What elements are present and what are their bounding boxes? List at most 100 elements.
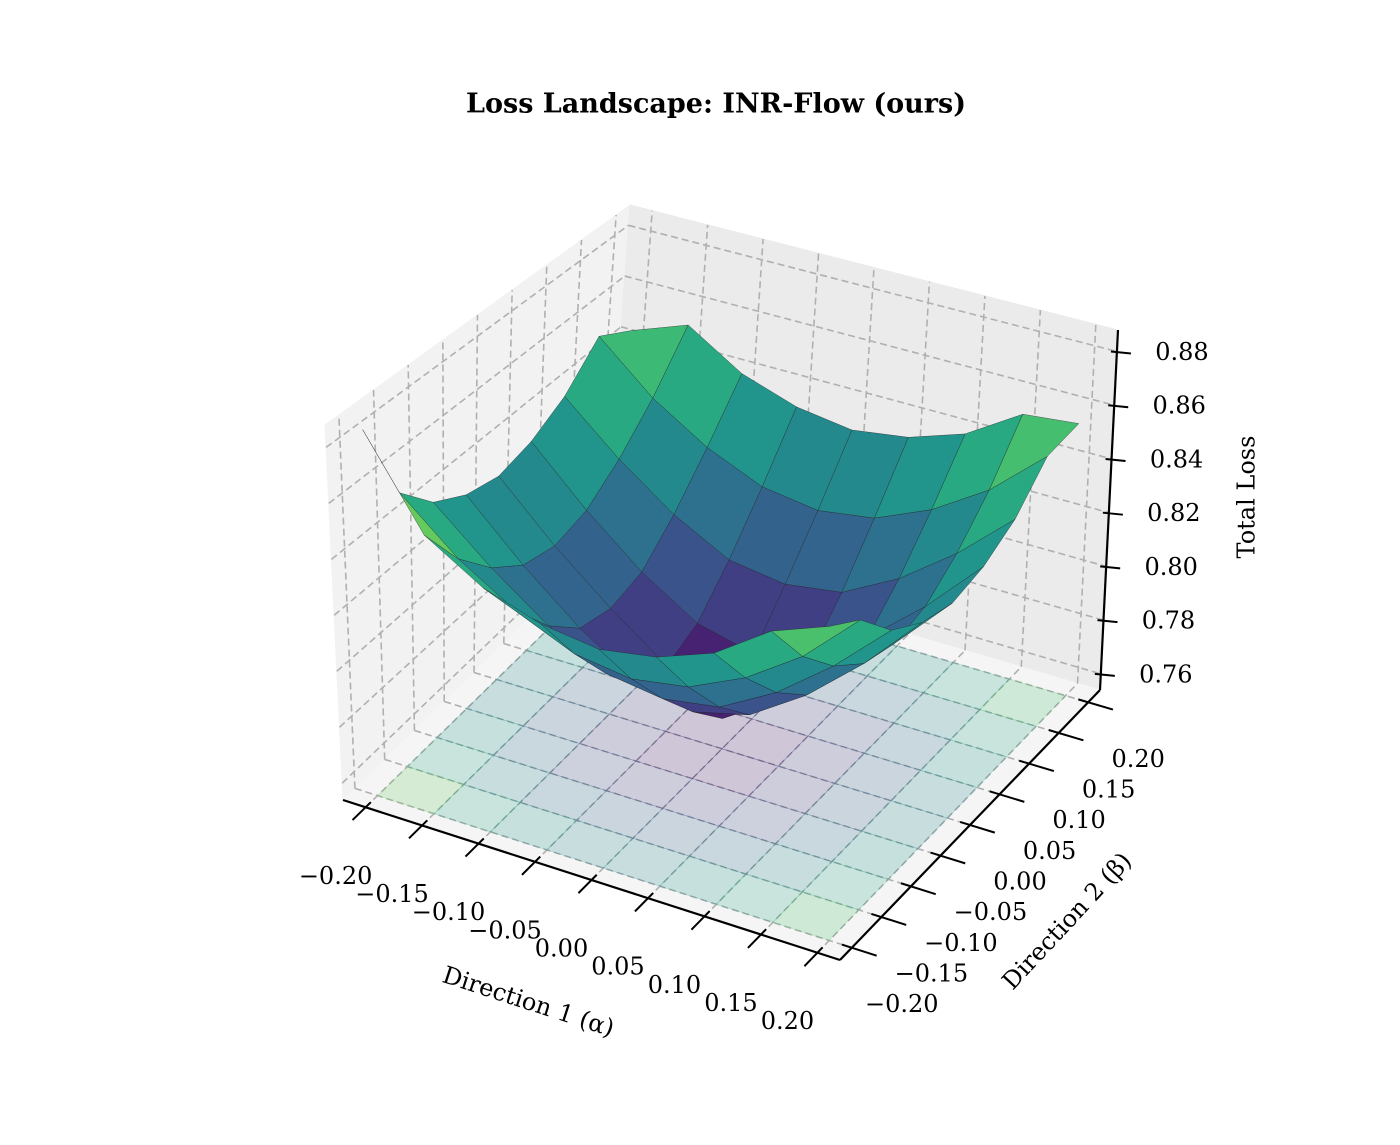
floor-contour-cell [489,802,578,851]
x-tick-label: 0.00 [535,935,588,963]
grid-line [534,600,797,863]
grid-line [341,529,607,784]
floor-contour-cell [406,737,494,785]
grid-line [384,758,882,918]
floor-contour-cell [860,800,949,850]
floor-contour-cell [890,769,978,819]
floor-contour-cell [635,731,723,779]
z-tick [1108,404,1129,409]
z-tick [1102,511,1123,516]
x-tick [634,892,654,913]
floor-contour-cell [837,675,925,724]
floor-contour-cell [546,819,634,869]
floor-contour-cell [774,813,863,862]
z-tick-label: 0.78 [1142,607,1195,635]
x-tick [803,946,824,967]
x-tick [464,837,485,858]
surface-cell [362,429,459,560]
grid-line [624,275,1115,406]
floor-contour-cell [979,678,1067,727]
x-tick-label: −0.10 [412,898,486,926]
z-tick-label: 0.84 [1150,445,1203,473]
x-tick-label: −0.15 [355,880,429,908]
surface-cell [771,619,861,657]
floor-contour-cell [801,861,889,911]
grid-line [336,427,615,672]
grid-line [443,700,941,857]
x-tick [747,928,767,949]
floor-contour-cell [715,873,803,923]
z-tick-label: 0.80 [1144,553,1197,581]
floor-contour-cell [433,784,521,833]
x-tick [351,801,372,821]
floor-contour-cell [831,830,919,880]
y-tick [841,943,877,957]
floor-contour-cell [688,825,777,875]
x-tick-label: 0.20 [761,1007,814,1035]
x-tick-label: 0.05 [591,953,644,981]
grid-line [414,729,912,888]
x-tick-label: 0.15 [704,989,757,1017]
floor-contour-cell [549,743,637,792]
z-tick-label: 0.82 [1147,499,1200,527]
floor-contour-cell [922,662,1010,710]
y-tick-label: −0.15 [895,960,969,988]
floor-contour-cell [519,772,607,821]
grid-line [473,671,971,826]
grid-line [328,275,626,504]
axis-line [1098,329,1120,691]
chart-title: Loss Landscape: INR-Flow (ours) [466,89,966,120]
floor-contour-cell [436,708,524,756]
floor-contour-cell [807,705,895,754]
z-axis-label: Total Loss [1233,436,1261,559]
z-tick-label: 0.76 [1139,660,1192,688]
floor-contour-cell [772,891,860,941]
x-tick [577,874,598,894]
x-tick [408,819,429,840]
grid-line [365,551,629,808]
floor-contour-cell [632,808,720,857]
floor-contour-cell [866,645,954,694]
floor-contour-cell [659,855,747,905]
y-tick [900,882,937,896]
floor-contour-cell [376,766,465,815]
grid-line [503,642,1000,796]
x-tick-label: −0.05 [468,916,542,944]
floor-contour-cell [463,754,551,803]
floor-contour-cell [718,795,806,845]
y-tick [871,912,907,926]
floor-contour-cell [576,790,664,839]
grid-line [338,478,611,728]
y-tick-label: 0.15 [1082,775,1135,803]
y-tick-label: −0.20 [865,990,939,1018]
grid-line [354,787,853,949]
floor-contour-cell [920,739,1008,788]
y-tick-label: 0.10 [1052,806,1105,834]
y-tick-label: −0.10 [924,929,998,957]
floor-contour-cell [495,650,584,698]
y-tick [959,820,996,834]
floor-contour-cell [949,709,1037,758]
y-tick-label: 0.00 [993,868,1046,896]
x-tick-label: 0.10 [648,971,701,999]
x-tick [521,855,541,876]
z-tick [1100,565,1121,570]
y-tick [1077,698,1114,711]
y-tick-label: −0.05 [954,898,1028,926]
floor-contour-cell [721,718,809,767]
z-tick-label: 0.86 [1153,392,1206,420]
floor-contour-cell [522,696,610,744]
grid-line [1076,324,1097,684]
grid-line [628,224,1118,353]
floor-contour-cell [602,837,691,887]
grid-line [647,633,910,899]
floor-contour-cell [745,843,833,893]
grid-line [330,326,622,560]
floor-contour-cell [748,765,836,814]
y-tick [1018,759,1055,773]
x-tick [690,910,711,931]
floor-contour-cell [492,725,581,774]
floor-contour-cell [804,783,892,832]
floor-contour-cell [691,748,779,797]
